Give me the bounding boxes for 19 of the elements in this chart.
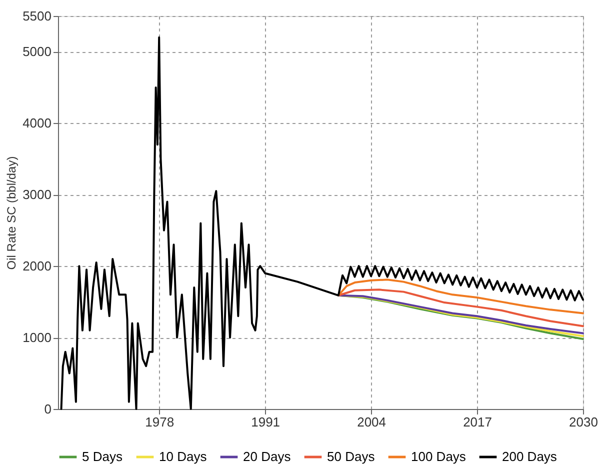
y-tick-label: 1000 [22, 330, 52, 346]
x-tick-label: 2004 [357, 414, 386, 430]
legend-label: 50 Days [327, 449, 376, 464]
x-tick-label: 2030 [569, 414, 598, 430]
legend-label: 100 Days [411, 449, 466, 464]
legend-label: 200 Days [502, 449, 558, 464]
y-tick-label: 5500 [22, 8, 52, 24]
x-tick-label: 2017 [463, 414, 492, 430]
y-tick-label: 4000 [22, 116, 52, 131]
legend-label: 10 Days [159, 449, 208, 464]
y-tick-label: 0 [44, 402, 52, 416]
y-tick-label: 5000 [22, 44, 52, 60]
x-tick-label: 1978 [145, 414, 174, 430]
legend-label: 20 Days [243, 449, 292, 464]
y-tick-label: 2000 [22, 258, 52, 274]
legend-label: 5 Days [82, 449, 123, 464]
y-axis-title: Oil Rate SC (bbl/day) [4, 156, 19, 270]
y-tick-label: 3000 [22, 187, 52, 202]
x-tick-label: 1991 [251, 414, 280, 430]
